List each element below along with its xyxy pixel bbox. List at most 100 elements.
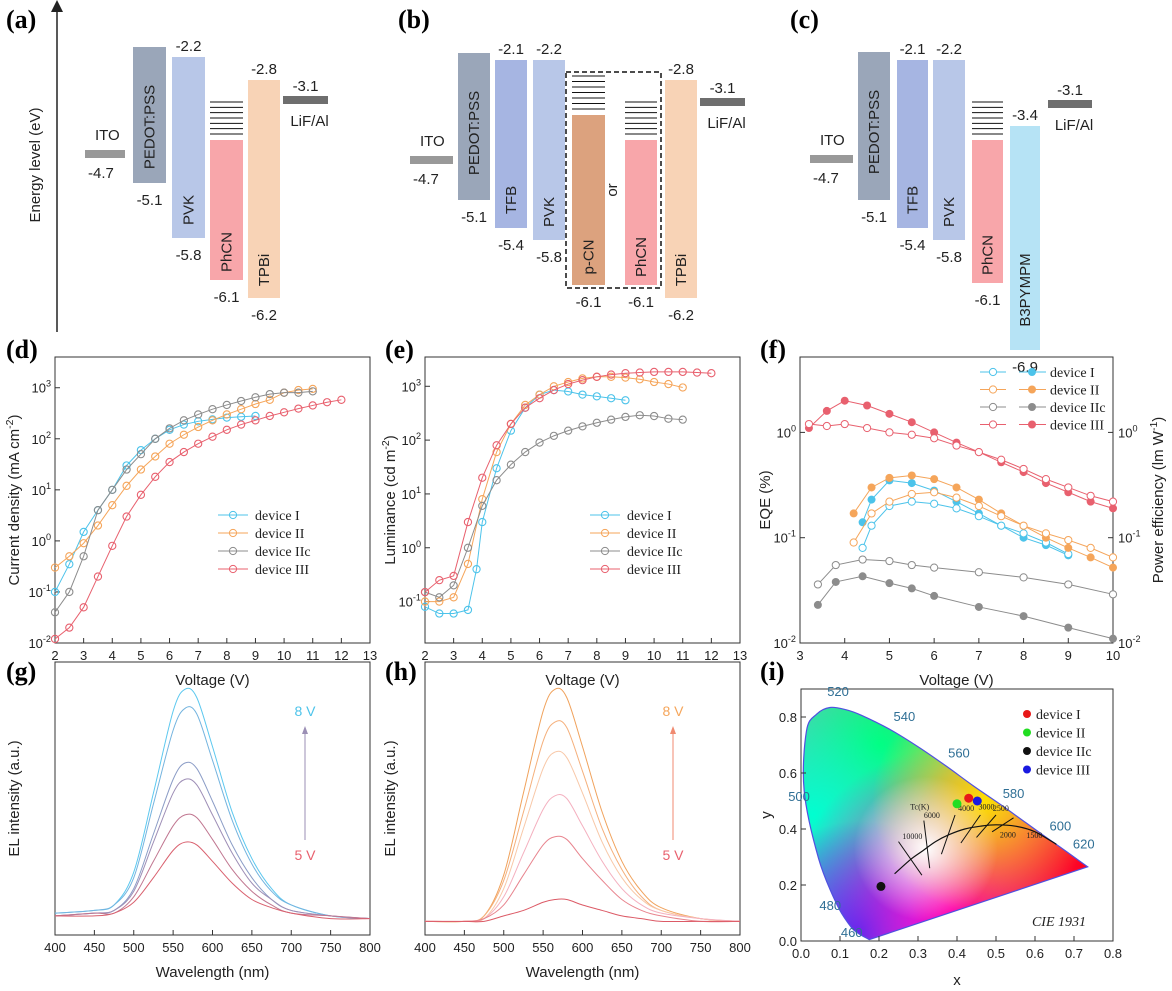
data-point: [50, 563, 60, 572]
x-tick-label: 5: [137, 648, 144, 663]
legend-marker-pe: [1028, 420, 1036, 429]
data-point: [678, 415, 687, 424]
data-point: [435, 576, 444, 585]
phcn-homo: -6.1: [214, 289, 240, 306]
data-point: [136, 450, 146, 459]
data-point: [606, 415, 616, 424]
data-point: [606, 370, 616, 379]
eqe-point: [930, 434, 939, 443]
pe-point: [1109, 504, 1117, 513]
pe-point: [849, 509, 858, 518]
pe-point: [1064, 623, 1073, 632]
data-point: [649, 377, 659, 387]
legend-marker-pe: [1028, 403, 1036, 411]
data-point: [621, 396, 630, 405]
pe-point: [1019, 612, 1028, 621]
pedot-pss-band: [858, 52, 890, 200]
x-tick-label: 8: [223, 648, 230, 663]
eqe-point: [862, 423, 872, 433]
energy-axis-label: Energy level (eV): [27, 107, 44, 222]
spectrum-curve: [54, 813, 371, 920]
data-point: [664, 379, 673, 389]
eqe-point: [1086, 543, 1095, 553]
legend-label: device III: [1036, 764, 1090, 779]
y-axis-label: Luminance (cd m-2): [380, 435, 399, 564]
pedot-pss-label: PEDOT:PSS: [866, 90, 883, 174]
lif-al-energy: -3.1: [1057, 82, 1083, 99]
legend-label: device I: [255, 509, 300, 524]
data-point: [165, 424, 174, 433]
eqe-point: [974, 568, 983, 577]
data-point: [108, 485, 117, 494]
x-tick-label: 2: [51, 648, 58, 663]
x-tick-label: 0.1: [831, 946, 849, 961]
eqe-line: [817, 559, 1114, 595]
panel-i: 0.0 0.1 0.2 0.3 0.4 0.5 0.6 0.7 0.8 0.0 0.2 0.4 0.6 0…: [758, 684, 1122, 989]
pe-point: [930, 428, 939, 437]
y-tick-label: 0.6: [779, 766, 797, 781]
legend-marker-pe: [1028, 368, 1036, 376]
data-point: [435, 609, 444, 618]
panel-h: 400 450 500 550 600 650 700 750 800 Wavelength (n…: [382, 661, 751, 981]
x-tick-label: 10: [1106, 648, 1120, 663]
x-tick-label: 9: [1065, 648, 1072, 663]
tpbi-lumo: -2.8: [251, 61, 277, 78]
eqe-point: [930, 563, 939, 572]
data-point: [208, 405, 217, 414]
eqe-point: [907, 430, 916, 439]
data-point: [265, 389, 274, 399]
data-point: [592, 372, 601, 381]
x-tick-label: 800: [359, 940, 381, 955]
data-point: [678, 383, 687, 392]
legend-label: device IIc: [255, 545, 311, 560]
cct-label: 6000: [924, 811, 940, 820]
legend-label: device II: [255, 527, 305, 542]
tfb-band: [897, 60, 928, 228]
data-point: [194, 410, 203, 419]
data-point: [65, 552, 74, 561]
spectrum-curve: [54, 841, 371, 920]
wavelength-label: 620: [1073, 837, 1095, 852]
arrow-head-icon: [302, 726, 308, 734]
x-tick-label: 0.4: [948, 946, 966, 961]
isotemperature-line: [898, 841, 923, 876]
pe-point: [974, 602, 983, 611]
eqe-point: [885, 428, 894, 437]
data-point: [549, 431, 559, 440]
data-point: [251, 416, 260, 425]
y2-tick-label: 10-1: [1118, 529, 1141, 546]
data-point: [322, 398, 332, 407]
y-tick-label: 103: [401, 377, 421, 394]
ito-label: ITO: [420, 133, 445, 150]
legend-label: device IIc: [627, 545, 683, 560]
x-tick-label: 4: [109, 648, 116, 663]
data-point: [449, 571, 458, 581]
data-point: [506, 460, 516, 469]
y-axis-label: y: [758, 811, 775, 819]
plot-frame-e: [424, 356, 741, 644]
pe-point: [813, 600, 822, 609]
eqe-point: [849, 538, 858, 547]
eqe-point: [1108, 553, 1118, 562]
eqe-point: [1064, 535, 1073, 545]
x-tick-label: 4: [479, 648, 486, 663]
data-point: [449, 609, 458, 618]
data-point: [478, 501, 487, 511]
y-tick-label: 10-1: [398, 593, 421, 610]
b3pympm-lumo: -3.4: [1012, 107, 1038, 124]
spectrum-curve: [424, 720, 741, 923]
legend-marker: [1023, 728, 1031, 737]
legend-marker-pe: [1028, 385, 1036, 394]
cct-label: 4000: [958, 804, 974, 813]
spectrum-curve: [54, 687, 371, 920]
ito-label: ITO: [820, 132, 845, 149]
wavelength-label: 580: [1003, 786, 1025, 801]
eqe-point: [813, 580, 822, 589]
data-point: [294, 388, 303, 397]
eqe-point: [1064, 580, 1073, 589]
y-tick-label: 102: [31, 430, 51, 447]
lif-al-label: LiF/Al: [1055, 117, 1093, 134]
x-tick-label: 400: [414, 940, 436, 955]
